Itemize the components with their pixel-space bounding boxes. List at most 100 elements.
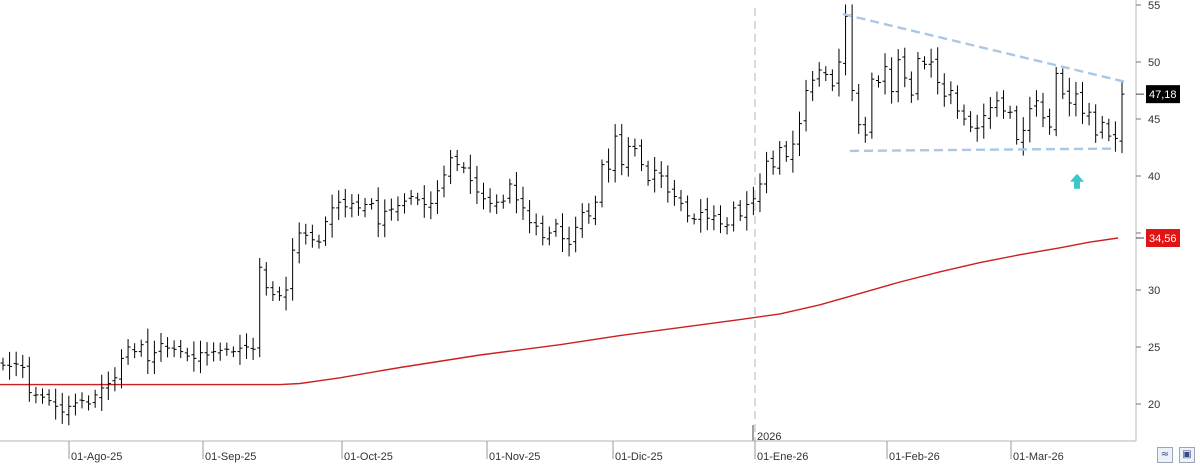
scroll-button[interactable]: ≈ — [1157, 447, 1173, 463]
moving-average-layer — [0, 237, 1119, 386]
save-icon: ▣ — [1182, 449, 1192, 460]
ohlc-bar — [579, 203, 585, 238]
ohlc-bar — [112, 367, 118, 392]
ohlc-bar — [632, 138, 638, 157]
ohlc-bar — [362, 198, 368, 218]
ohlc-bar — [145, 328, 151, 374]
ohlc-bar — [86, 395, 92, 411]
ohlc-bar — [138, 339, 144, 357]
ohlc-bar — [902, 47, 908, 88]
ohlc-bar — [546, 226, 552, 246]
ohlc-bar — [796, 111, 802, 156]
ohlc-bar — [342, 188, 348, 218]
ohlc-bar — [783, 141, 789, 162]
ohlc-bar — [92, 389, 98, 408]
ohlc-bar — [895, 49, 901, 103]
x-tick-label: 01-Oct-25 — [344, 451, 393, 463]
ohlc-bar — [671, 180, 677, 206]
ohlc-bar — [13, 351, 19, 377]
ohlc-bar — [777, 141, 783, 175]
ohlc-bar — [685, 195, 691, 223]
ohlc-bar — [928, 48, 934, 78]
x-tick-label: 01-Nov-25 — [489, 451, 540, 463]
ohlc-bar — [987, 97, 993, 129]
ohlc-bar — [592, 195, 598, 226]
up-arrow-icon — [1070, 173, 1084, 189]
ohlc-bar — [250, 337, 256, 360]
ohlc-bar — [125, 339, 131, 365]
ohlc-bar — [441, 165, 447, 198]
ohlc-bar — [349, 194, 355, 218]
ohlc-bar — [560, 213, 565, 252]
ohlc-bar — [941, 73, 947, 107]
ohlc-bar — [421, 185, 427, 218]
ohlc-bar — [1080, 81, 1086, 124]
upper-trendline — [842, 12, 1129, 84]
ohlc-bar — [467, 154, 473, 194]
ohlc-bar — [323, 216, 329, 246]
chevron-icon: ≈ — [1160, 449, 1170, 460]
ohlc-bar — [158, 333, 164, 362]
lower-trendline — [849, 147, 1117, 153]
ohlc-bar — [803, 79, 809, 132]
ohlc-bar — [1047, 108, 1053, 135]
ohlc-bar — [1014, 105, 1020, 145]
ohlc-bar — [1033, 90, 1039, 117]
ohlc-bar — [303, 223, 309, 245]
last-price-badge-label: 47,18 — [1149, 89, 1177, 101]
ohlc-bar — [481, 182, 487, 210]
ohlc-bar — [191, 341, 197, 372]
x-tick-label: 01-Dic-25 — [615, 451, 663, 463]
ohlc-bar — [217, 342, 223, 361]
ohlc-bar — [428, 191, 434, 220]
ohlc-bar — [336, 190, 342, 220]
ohlc-bar — [276, 286, 282, 301]
ohlc-bar — [553, 218, 559, 237]
ohlc-bar — [26, 356, 32, 402]
ohlc-bar — [731, 201, 737, 232]
ohlc-bar — [836, 48, 842, 97]
y-tick-label: 20 — [1148, 399, 1160, 411]
ohlc-bar — [270, 281, 276, 302]
moving-average-line — [0, 237, 1119, 386]
ohlc-bar — [1112, 121, 1118, 152]
ohlc-bar — [494, 194, 500, 214]
save-button[interactable]: ▣ — [1179, 447, 1195, 463]
ohlc-bar — [1007, 105, 1013, 119]
ohlc-bar — [355, 194, 361, 216]
ohlc-bar — [53, 388, 59, 420]
ohlc-bar — [856, 84, 862, 134]
ohlc-bar — [711, 205, 717, 231]
ohlc-bar — [691, 213, 697, 225]
ohlc-bar — [59, 392, 65, 424]
ohlc-bar — [764, 151, 770, 194]
moving-average-badge: 34,56 — [1136, 229, 1180, 248]
ohlc-bar — [461, 162, 467, 174]
ohlc-bar — [329, 194, 335, 238]
ohlc-bar — [974, 114, 980, 142]
ohlc-bar — [724, 217, 730, 235]
x-tick-label: 01-Feb-26 — [889, 451, 940, 463]
ohlc-bar — [230, 346, 236, 358]
ohlc-bar — [698, 199, 704, 233]
ohlc-bar — [296, 222, 302, 264]
ohlc-bar — [237, 334, 243, 365]
ohlc-bar — [171, 340, 177, 358]
ohlc-bar — [224, 342, 230, 356]
ohlc-bar — [994, 91, 1000, 117]
ohlc-bar — [257, 258, 263, 358]
ohlc-bar — [388, 198, 394, 221]
ohlc-bar — [39, 388, 45, 404]
ohlc-bar — [1040, 92, 1046, 128]
ohlc-bar — [263, 262, 269, 296]
ohlc-bar — [1053, 66, 1059, 137]
ohlc-bar — [1093, 104, 1099, 143]
y-tick-label: 45 — [1148, 114, 1160, 126]
ohlc-bar — [1106, 118, 1112, 142]
ohlc-bar — [829, 69, 835, 92]
x-tick-label: 01-Sep-25 — [205, 451, 256, 463]
x-tick-label: 01-Ago-25 — [71, 451, 122, 463]
ohlc-bar — [638, 139, 644, 172]
ohlc-bar — [500, 194, 506, 209]
x-tick-label: 01-Ene-26 — [757, 451, 808, 463]
